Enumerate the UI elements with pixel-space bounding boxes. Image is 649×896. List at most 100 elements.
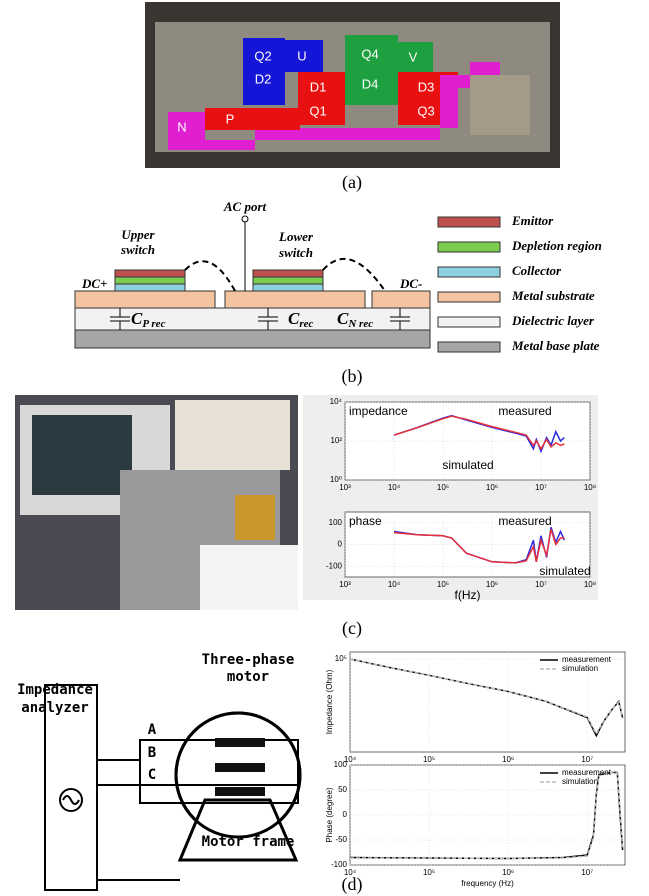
substrate-right xyxy=(372,291,430,308)
chip-label: N xyxy=(177,119,186,134)
cap-symbol: C xyxy=(131,309,143,328)
analyzer-screen xyxy=(32,415,132,495)
pad xyxy=(470,75,530,135)
caption: (c) xyxy=(342,618,362,639)
y-tick-label: 10⁴ xyxy=(330,397,343,406)
annotation: measured xyxy=(498,404,551,418)
chip-label: D4 xyxy=(362,76,379,91)
substrate-mid xyxy=(225,291,365,308)
chip-label: Q2 xyxy=(254,48,271,63)
plot-label: impedance xyxy=(349,404,408,418)
winding xyxy=(215,763,265,772)
ac-terminal xyxy=(242,216,248,222)
x-tick-label: 10⁷ xyxy=(581,868,593,877)
annotation: simulated xyxy=(539,564,590,578)
legend-label: simulation xyxy=(562,777,598,786)
y-axis-label: Impedance (Ohm) xyxy=(325,669,334,734)
legend-swatch xyxy=(438,242,500,252)
transformer xyxy=(235,495,275,540)
chip-label: Q4 xyxy=(361,46,378,61)
motor-frame xyxy=(180,800,296,860)
depletion xyxy=(115,277,185,284)
frame-label: Motor frame xyxy=(202,834,295,850)
analyzer-label: analyzer xyxy=(21,700,88,716)
y-tick-label: 100 xyxy=(334,760,348,769)
winding xyxy=(215,738,265,747)
legend-label: Depletion region xyxy=(511,238,602,253)
trace-p xyxy=(205,108,300,130)
annotation: measured xyxy=(498,514,551,528)
x-tick-label: 10⁵ xyxy=(437,580,449,589)
lower-switch: switch xyxy=(278,245,313,260)
legend-swatch xyxy=(438,317,500,327)
chip-label: D2 xyxy=(255,71,272,86)
phase-label: B xyxy=(148,745,156,761)
x-tick-label: 10⁴ xyxy=(388,483,401,492)
plot-label: phase xyxy=(349,514,382,528)
dielectric xyxy=(75,308,430,330)
y-tick-label: 10⁰ xyxy=(330,475,342,484)
cap-sub: P rec xyxy=(142,318,165,330)
y-tick-label: -100 xyxy=(326,561,343,570)
chart: 10⁴10⁵10⁶10⁷10⁵frequency (Hz)Impedance (… xyxy=(325,652,625,775)
emitter xyxy=(115,270,185,277)
legend-label: Dielectric layer xyxy=(511,313,595,328)
x-tick-label: 10⁴ xyxy=(344,868,357,877)
cap-sub: rec xyxy=(299,318,313,330)
cap-sub: N rec xyxy=(347,318,373,330)
caption: (a) xyxy=(342,172,362,193)
figure: Q2D2UQ4D4VD1Q1D3Q3NP (a) AC port Upper s… xyxy=(0,0,649,896)
x-tick-label: 10⁵ xyxy=(423,755,435,764)
winding xyxy=(215,787,265,796)
y-tick-label: 10⁵ xyxy=(335,654,347,663)
legend-label: Metal base plate xyxy=(511,338,600,353)
chip-label: Q3 xyxy=(417,103,434,118)
chart: 10³10⁴10⁵10⁶10⁷10⁸10⁰10²10⁴impedancemeas… xyxy=(330,397,596,492)
x-tick-label: 10⁶ xyxy=(486,483,498,492)
x-tick-label: 10⁶ xyxy=(502,868,514,877)
phase-label: C xyxy=(148,767,156,783)
lower-switch: Lower xyxy=(278,229,314,244)
legend-label: Emittor xyxy=(511,213,554,228)
panel-a: Q2D2UQ4D4VD1Q1D3Q3NP (a) xyxy=(145,2,560,193)
x-tick-label: 10³ xyxy=(339,580,351,589)
caption: (b) xyxy=(342,366,363,387)
legend-swatch xyxy=(438,342,500,352)
cap-symbol: C xyxy=(288,309,300,328)
y-tick-label: -50 xyxy=(335,835,347,844)
y-axis-label: Phase (degree) xyxy=(325,787,334,842)
panel-b: AC port Upper switch Lower switch DC+ DC… xyxy=(75,199,602,387)
upper-switch: Upper xyxy=(121,227,155,242)
legend-label: measurement xyxy=(562,768,612,777)
legend-label: Metal substrate xyxy=(511,288,595,303)
collector xyxy=(253,284,323,291)
x-tick-label: 10⁷ xyxy=(535,580,547,589)
annotation: simulated xyxy=(442,458,493,472)
collector xyxy=(115,284,185,291)
ac-port: AC port xyxy=(223,199,267,214)
legend-label: Collector xyxy=(512,263,562,278)
x-tick-label: 10⁶ xyxy=(502,755,514,764)
x-tick-label: 10⁸ xyxy=(584,483,596,492)
chip-label: P xyxy=(226,111,235,126)
x-axis-label: frequency (Hz) xyxy=(461,879,514,888)
emitter xyxy=(253,270,323,277)
x-axis-label: f(Hz) xyxy=(455,588,481,602)
cap-symbol: C xyxy=(337,309,349,328)
dc-minus: DC- xyxy=(399,276,422,291)
motor-title: motor xyxy=(227,669,269,685)
chip-label: D3 xyxy=(418,79,435,94)
motor-title: Three-phase xyxy=(202,652,295,668)
caption: (d) xyxy=(342,874,363,895)
y-tick-label: -100 xyxy=(331,860,348,869)
chip-label: U xyxy=(297,48,306,63)
analyzer-label: Impedance xyxy=(17,682,93,698)
substrate-left xyxy=(75,291,215,308)
x-tick-label: 10⁸ xyxy=(584,580,596,589)
x-tick-label: 10⁷ xyxy=(535,483,547,492)
chip-label: V xyxy=(409,49,418,64)
upper-switch: switch xyxy=(120,242,155,257)
wall xyxy=(175,400,290,470)
x-tick-label: 10⁷ xyxy=(581,755,593,764)
